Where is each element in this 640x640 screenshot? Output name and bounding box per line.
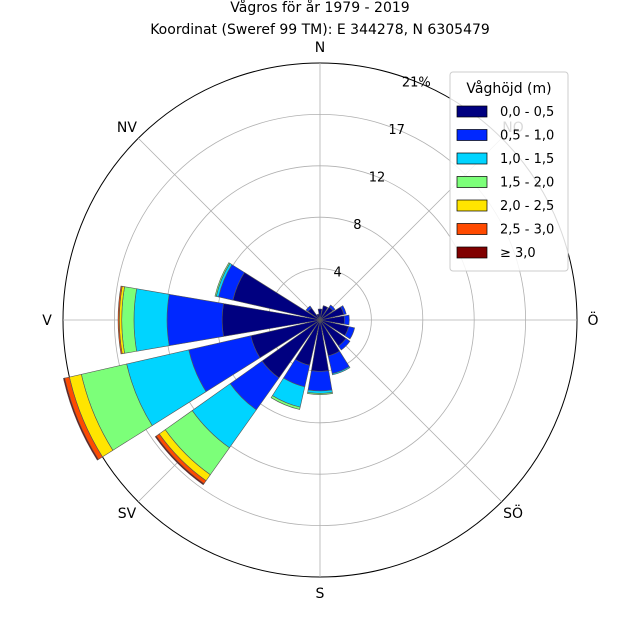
- bar-segment: [319, 305, 329, 321]
- legend-swatch: [456, 199, 488, 212]
- bar-segment: [270, 395, 301, 410]
- grid-spoke: [137, 137, 321, 321]
- direction-label: V: [42, 313, 52, 329]
- radial-tick-label: 17: [388, 123, 405, 138]
- bar-segment: [344, 326, 355, 340]
- bar-segment: [343, 314, 350, 326]
- bar-segment: [305, 305, 312, 312]
- direction-label: SV: [118, 506, 137, 522]
- radial-tick-label: 21%: [402, 76, 431, 91]
- legend-swatch: [456, 152, 488, 165]
- radial-tick-label: 4: [334, 266, 342, 281]
- direction-label: Ö: [587, 311, 598, 329]
- bar-segment: [214, 262, 231, 297]
- bar-segment: [328, 304, 336, 312]
- legend-label: ≥ 3,0: [500, 246, 536, 261]
- bar-segment: [117, 285, 123, 355]
- bar-segment: [133, 288, 170, 352]
- bar-segment: [337, 337, 351, 351]
- grid-spoke: [319, 319, 503, 503]
- chart-title: Vågros för år 1979 - 2019: [230, 0, 409, 16]
- bar-segment: [340, 305, 347, 315]
- polar-grid: [62, 62, 578, 578]
- legend-swatch: [456, 176, 488, 188]
- legend-title: Våghöjd (m): [466, 80, 551, 97]
- legend-label: 1,0 - 1,5: [500, 152, 554, 167]
- direction-label: N: [315, 40, 325, 56]
- bar-segment: [307, 392, 333, 395]
- bar-segment: [63, 377, 99, 461]
- radial-tick-labels: 4 8 12 17 21%: [334, 76, 431, 281]
- radial-tick-label: 8: [353, 218, 361, 233]
- legend-items: 0,0 - 0,5 0,5 - 1,0 1,0 - 1,5 1,5 - 2,0 2,0 …: [456, 105, 554, 261]
- radial-tick-label: 12: [369, 171, 386, 186]
- bar-segment: [331, 366, 351, 376]
- legend-label: 0,5 - 1,0: [500, 129, 554, 144]
- legend-swatch: [456, 246, 488, 259]
- bar-segment: [317, 308, 323, 321]
- bar-segment: [166, 293, 224, 347]
- legend: Våghöjd (m) 0,0 - 0,5 0,5 - 1,0 1,0 - 1,5 1…: [449, 71, 569, 272]
- direction-label: SÖ: [503, 504, 523, 522]
- legend-frame: [449, 71, 569, 272]
- legend-label: 2,0 - 2,5: [500, 199, 554, 214]
- direction-label: S: [316, 586, 325, 602]
- direction-label: NV: [117, 120, 137, 136]
- bar-segment: [316, 313, 321, 321]
- chart-subtitle: Koordinat (Sweref 99 TM): E 344278, N 63…: [150, 22, 490, 38]
- legend-swatch: [456, 129, 488, 141]
- bar-segment: [154, 435, 205, 486]
- legend-swatch: [456, 105, 488, 118]
- bar-segment: [307, 370, 333, 392]
- legend-swatch: [456, 223, 488, 235]
- bar-sectors: [63, 262, 355, 486]
- legend-label: 2,5 - 3,0: [500, 223, 554, 238]
- legend-label: 1,5 - 2,0: [500, 176, 554, 191]
- legend-label: 0,0 - 0,5: [500, 105, 554, 120]
